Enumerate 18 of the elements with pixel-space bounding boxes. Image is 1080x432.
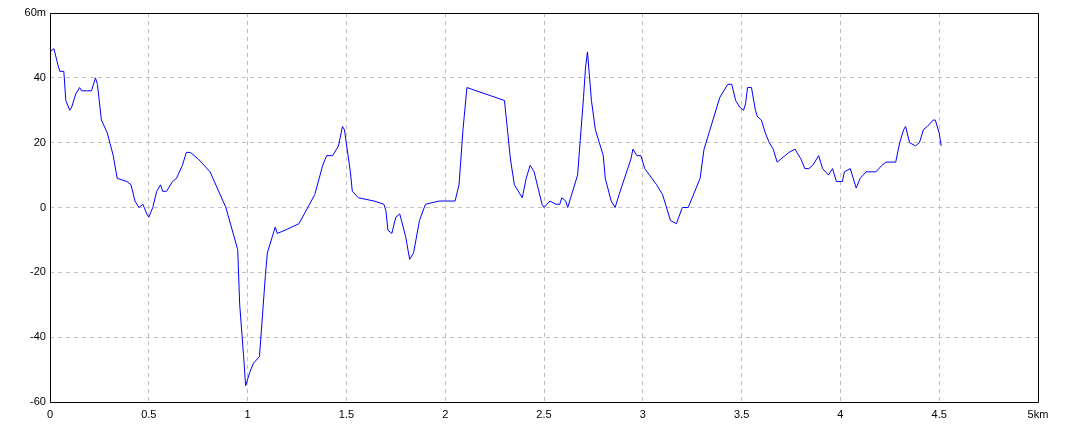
y-tick-label: 20 bbox=[33, 135, 46, 148]
x-tick-label: 2 bbox=[442, 407, 449, 420]
y-tick-label: -20 bbox=[30, 265, 46, 278]
x-tick-label: 1 bbox=[244, 407, 251, 420]
y-tick-label: 40 bbox=[33, 70, 46, 83]
x-tick-label: 0 bbox=[46, 407, 54, 420]
y-tick-label: 0 bbox=[39, 200, 46, 213]
x-tick-label: 4.5 bbox=[931, 407, 947, 420]
y-tick-label: -40 bbox=[30, 330, 46, 343]
x-tick-label: 3 bbox=[639, 407, 646, 420]
x-tick-label: 3.5 bbox=[733, 407, 750, 420]
x-tick-label: 1.5 bbox=[338, 407, 355, 420]
y-tick-label: -60 bbox=[30, 395, 46, 408]
x-tick-label: 2.5 bbox=[536, 407, 552, 420]
x-tick-label: 4 bbox=[837, 407, 844, 420]
x-tick-label: 0.5 bbox=[141, 407, 157, 420]
x-tick-label: 5km bbox=[1027, 407, 1049, 420]
y-tick-label: 60m bbox=[24, 6, 46, 19]
